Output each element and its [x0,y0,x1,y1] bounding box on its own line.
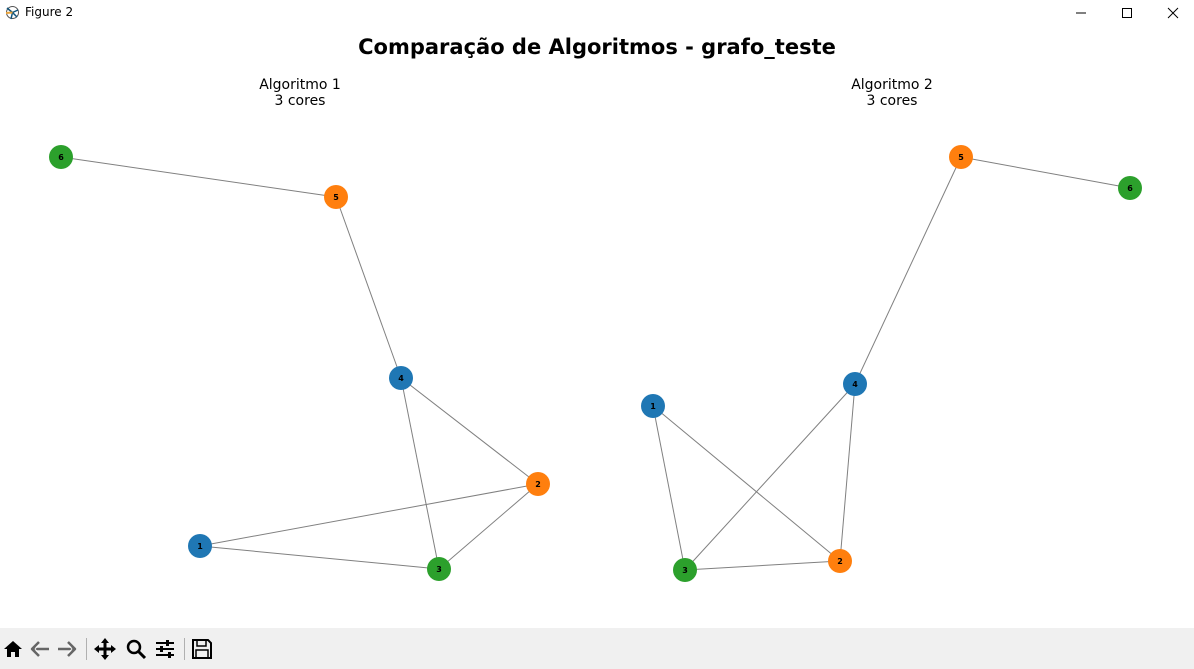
back-arrow-icon [30,641,49,657]
graph-1-node-label-2: 2 [535,480,541,489]
graphs-plot-area: 1 2 3 4 5 6 1 2 3 4 5 6 [49,145,1142,582]
graph-2-node-label-1: 1 [650,402,656,411]
magnifier-icon [126,639,147,660]
graph-2-node-label-3: 3 [682,566,688,575]
graph-2-edge-3-4 [684,383,856,571]
floppy-disk-icon [192,639,212,659]
navigation-toolbar [0,628,1194,669]
graph-1-node-label-5: 5 [333,193,339,202]
move-icon [94,638,116,660]
minimize-button[interactable] [1058,0,1104,26]
graph-1-node-label-3: 3 [436,565,442,574]
axes-2-title-line1: Algoritmo 2 [851,77,933,93]
graph-2-node-2 [828,549,852,573]
toolbar-separator [184,638,185,660]
graph-2-node-label-2: 2 [837,557,843,566]
graph-1-node-2 [526,472,550,496]
title-bar: Figure 2 [0,0,1194,26]
graph-2-node-label-6: 6 [1127,184,1133,193]
graph-1-node-label-1: 1 [197,542,203,551]
zoom-button[interactable] [123,636,149,662]
back-button[interactable] [27,636,53,662]
axes-1-title-line1: Algoritmo 1 [259,77,341,93]
graph-2-edge-1-2 [652,405,841,562]
graph-2-edge-2-3 [684,560,841,571]
graph-2-edge-5-6 [960,156,1131,189]
graph-1-node-label-6: 6 [58,153,64,162]
graph-2-edge-4-5 [854,156,962,385]
graph-algoritmo-1: 1 2 3 4 5 6 [49,145,550,581]
graph-1-edge-4-5 [335,196,402,379]
graph-1-edge-2-4 [400,377,539,485]
graph-1-edge-5-6 [60,156,337,198]
graph-1-node-4 [389,366,413,390]
graph-1-edge-2-3 [438,483,539,570]
graph-1-node-3 [427,557,451,581]
graph-1-node-6 [49,145,73,169]
graph-1-node-1 [188,534,212,558]
close-icon [1167,7,1179,19]
graph-2-node-5 [949,145,973,169]
graph-2-edge-1-3 [652,405,686,571]
graph-2-node-6 [1118,176,1142,200]
toolbar-separator [86,638,87,660]
figure-canvas[interactable]: Comparação de Algoritmos - grafo_teste A… [0,26,1194,628]
configure-subplots-button[interactable] [152,636,178,662]
figure-suptitle: Comparação de Algoritmos - grafo_teste [358,35,836,59]
graph-1-edge-1-2 [199,483,539,547]
graph-2-edge-2-4 [839,383,856,562]
home-icon [4,641,22,657]
pan-button[interactable] [92,636,118,662]
forward-button[interactable] [54,636,80,662]
axes-1-title-line2: 3 cores [274,93,326,109]
minimize-icon [1076,12,1086,14]
window-title: Figure 2 [25,5,74,19]
graph-1-edge-3-4 [400,377,440,570]
axes-2-title-line2: 3 cores [866,93,918,109]
graph-1-node-label-4: 4 [398,374,404,383]
graph-algoritmo-2: 1 2 3 4 5 6 [641,145,1142,582]
graph-2-node-4 [843,372,867,396]
graph-2-node-label-4: 4 [852,380,858,389]
close-button[interactable] [1150,0,1194,26]
maximize-icon [1122,8,1132,18]
forward-arrow-icon [58,641,77,657]
save-button[interactable] [189,636,215,662]
axes-2-title: Algoritmo 2 3 cores [742,77,1042,109]
sliders-icon [156,640,174,658]
maximize-button[interactable] [1104,0,1150,26]
graph-2-node-3 [673,558,697,582]
axes-1-title: Algoritmo 1 3 cores [150,77,450,109]
matplotlib-app-icon [5,6,19,20]
graph-2-node-1 [641,394,665,418]
home-button[interactable] [0,636,26,662]
graph-1-node-5 [324,185,348,209]
graph-1-edge-1-3 [199,545,440,570]
graph-2-node-label-5: 5 [958,153,964,162]
